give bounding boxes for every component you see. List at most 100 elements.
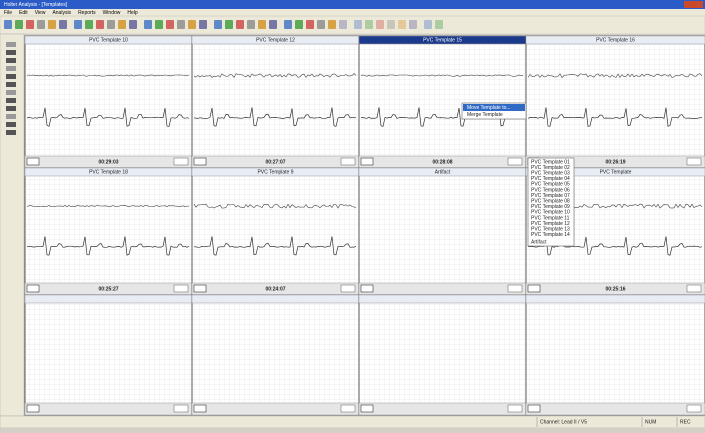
toolbar-button[interactable] [354, 20, 362, 29]
toolbar-button[interactable] [199, 20, 207, 29]
nav-button[interactable] [360, 284, 374, 293]
toolbar-button[interactable] [4, 20, 12, 29]
toolbar-button[interactable] [398, 20, 406, 29]
toolbar-button[interactable] [328, 20, 336, 29]
toolbar-button[interactable] [306, 20, 314, 29]
submenu-item[interactable]: PVC Template 05 [531, 182, 570, 188]
toolbar-button[interactable] [365, 20, 373, 29]
page-button[interactable] [686, 157, 702, 166]
side-button[interactable] [6, 58, 16, 63]
side-button[interactable] [6, 98, 16, 103]
menu-item[interactable]: Analysis [52, 10, 71, 16]
toolbar-button[interactable] [339, 20, 347, 29]
nav-button[interactable] [527, 404, 541, 413]
page-button[interactable] [340, 404, 356, 413]
toolbar-button[interactable] [48, 20, 56, 29]
submenu-item[interactable]: PVC Template 06 [531, 187, 570, 193]
submenu-item[interactable]: PVC Template 14 [531, 232, 570, 238]
page-button[interactable] [507, 157, 523, 166]
toolbar-button[interactable] [258, 20, 266, 29]
panel-header [358, 294, 527, 304]
toolbar-button[interactable] [118, 20, 126, 29]
side-button[interactable] [6, 82, 16, 87]
menu-item[interactable]: Window [103, 10, 121, 16]
page-button[interactable] [340, 284, 356, 293]
toolbar-button[interactable] [225, 20, 233, 29]
submenu-item[interactable]: PVC Template 04 [531, 176, 570, 182]
page-button[interactable] [173, 284, 189, 293]
side-button[interactable] [6, 74, 16, 79]
submenu-item[interactable]: PVC Template 09 [531, 204, 570, 210]
toolbar-button[interactable] [376, 20, 384, 29]
menu-item[interactable]: File [4, 10, 12, 16]
side-button[interactable] [6, 66, 16, 71]
toolbar-button[interactable] [214, 20, 222, 29]
page-button[interactable] [173, 157, 189, 166]
side-button[interactable] [6, 130, 16, 135]
toolbar-button[interactable] [424, 20, 432, 29]
toolbar-button[interactable] [107, 20, 115, 29]
side-button[interactable] [6, 42, 16, 47]
page-button[interactable] [507, 404, 523, 413]
side-button[interactable] [6, 114, 16, 119]
toolbar-button[interactable] [144, 20, 152, 29]
page-button[interactable] [507, 284, 523, 293]
toolbar-button[interactable] [317, 20, 325, 29]
nav-button[interactable] [26, 284, 40, 293]
toolbar-button[interactable] [59, 20, 67, 29]
toolbar-button[interactable] [269, 20, 277, 29]
nav-button[interactable] [26, 404, 40, 413]
toolbar-button[interactable] [295, 20, 303, 29]
toolbar-button[interactable] [96, 20, 104, 29]
toolbar-button[interactable] [74, 20, 82, 29]
toolbar-button[interactable] [387, 20, 395, 29]
context-menu-item[interactable]: Move Template to... [467, 105, 511, 111]
toolbar-button[interactable] [85, 20, 93, 29]
submenu-item[interactable]: PVC Template 11 [531, 215, 570, 221]
toolbar-button[interactable] [284, 20, 292, 29]
toolbar-button[interactable] [155, 20, 163, 29]
menu-item[interactable]: Reports [78, 10, 96, 16]
menu-item[interactable]: Help [127, 10, 138, 16]
menu-item[interactable]: Edit [19, 10, 28, 16]
toolbar-button[interactable] [188, 20, 196, 29]
submenu-item[interactable]: Artifact [531, 240, 547, 246]
side-button[interactable] [6, 90, 16, 95]
submenu-item[interactable]: PVC Template 12 [531, 221, 570, 227]
toolbar-button[interactable] [15, 20, 23, 29]
page-button[interactable] [173, 404, 189, 413]
submenu-item[interactable]: PVC Template 13 [531, 227, 570, 233]
toolbar-button[interactable] [37, 20, 45, 29]
toolbar-button[interactable] [435, 20, 443, 29]
nav-button[interactable] [527, 284, 541, 293]
page-button[interactable] [686, 404, 702, 413]
nav-button[interactable] [193, 284, 207, 293]
context-menu-item[interactable]: Merge Template [467, 112, 503, 118]
toolbar-button[interactable] [129, 20, 137, 29]
nav-button[interactable] [360, 157, 374, 166]
toolbar-button[interactable] [177, 20, 185, 29]
nav-button[interactable] [26, 157, 40, 166]
side-button[interactable] [6, 122, 16, 127]
submenu-item[interactable]: PVC Template 10 [531, 210, 570, 216]
side-button[interactable] [6, 106, 16, 111]
page-button[interactable] [340, 157, 356, 166]
toolbar-button[interactable] [236, 20, 244, 29]
close-button[interactable] [684, 1, 703, 8]
submenu-item[interactable]: PVC Template 01 [531, 159, 570, 165]
submenu-item[interactable]: PVC Template 08 [531, 199, 570, 205]
submenu-item[interactable]: PVC Template 07 [531, 193, 570, 199]
status-text: REC [680, 419, 691, 425]
submenu-item[interactable]: PVC Template 03 [531, 171, 570, 177]
nav-button[interactable] [193, 404, 207, 413]
side-button[interactable] [6, 50, 16, 55]
nav-button[interactable] [360, 404, 374, 413]
nav-button[interactable] [193, 157, 207, 166]
page-button[interactable] [686, 284, 702, 293]
menu-item[interactable]: View [35, 10, 46, 16]
toolbar-button[interactable] [26, 20, 34, 29]
submenu-item[interactable]: PVC Template 02 [531, 165, 570, 171]
toolbar-button[interactable] [409, 20, 417, 29]
toolbar-button[interactable] [247, 20, 255, 29]
toolbar-button[interactable] [166, 20, 174, 29]
